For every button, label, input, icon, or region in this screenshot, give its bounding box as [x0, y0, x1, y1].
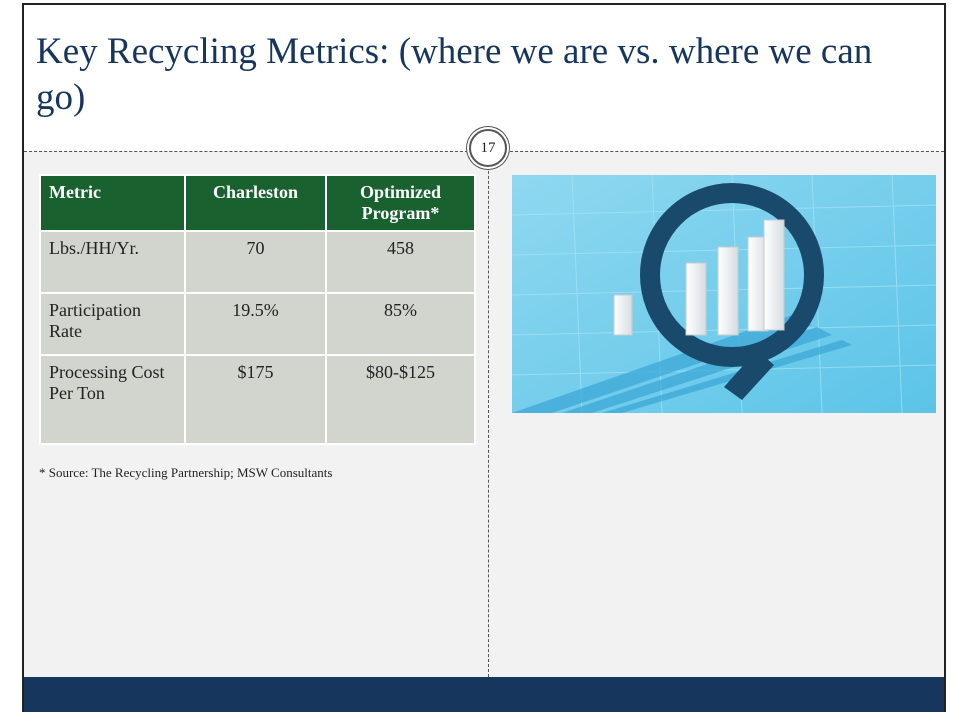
table-cell: 85% [326, 293, 475, 355]
table-cell: $80-$125 [326, 355, 475, 444]
slide: Key Recycling Metrics: (where we are vs.… [22, 3, 946, 712]
footnote: * Source: The Recycling Partnership; MSW… [39, 465, 332, 481]
slide-title: Key Recycling Metrics: (where we are vs.… [36, 29, 916, 121]
table-cell: Processing Cost Per Ton [40, 355, 185, 444]
table-cell: 19.5% [185, 293, 326, 355]
table-cell: Participation Rate [40, 293, 185, 355]
table-cell: Lbs./HH/Yr. [40, 231, 185, 293]
slide-number: 17 [469, 129, 507, 167]
table-cell: $175 [185, 355, 326, 444]
metrics-table: Metric Charleston Optimized Program* Lbs… [39, 174, 476, 445]
illustration [512, 175, 936, 413]
header-cell: Metric [40, 175, 185, 231]
table-row: Processing Cost Per Ton$175$80-$125 [40, 355, 475, 444]
page: {"title": "Key Recycling Metrics: (where… [0, 0, 967, 721]
header-row: Metric Charleston Optimized Program* [40, 175, 475, 231]
table-cell: 70 [185, 231, 326, 293]
footer-band [24, 677, 944, 712]
header-cell: Charleston [185, 175, 326, 231]
divider [488, 151, 489, 677]
header-cell: Optimized Program* [326, 175, 475, 231]
table-cell: 458 [326, 231, 475, 293]
